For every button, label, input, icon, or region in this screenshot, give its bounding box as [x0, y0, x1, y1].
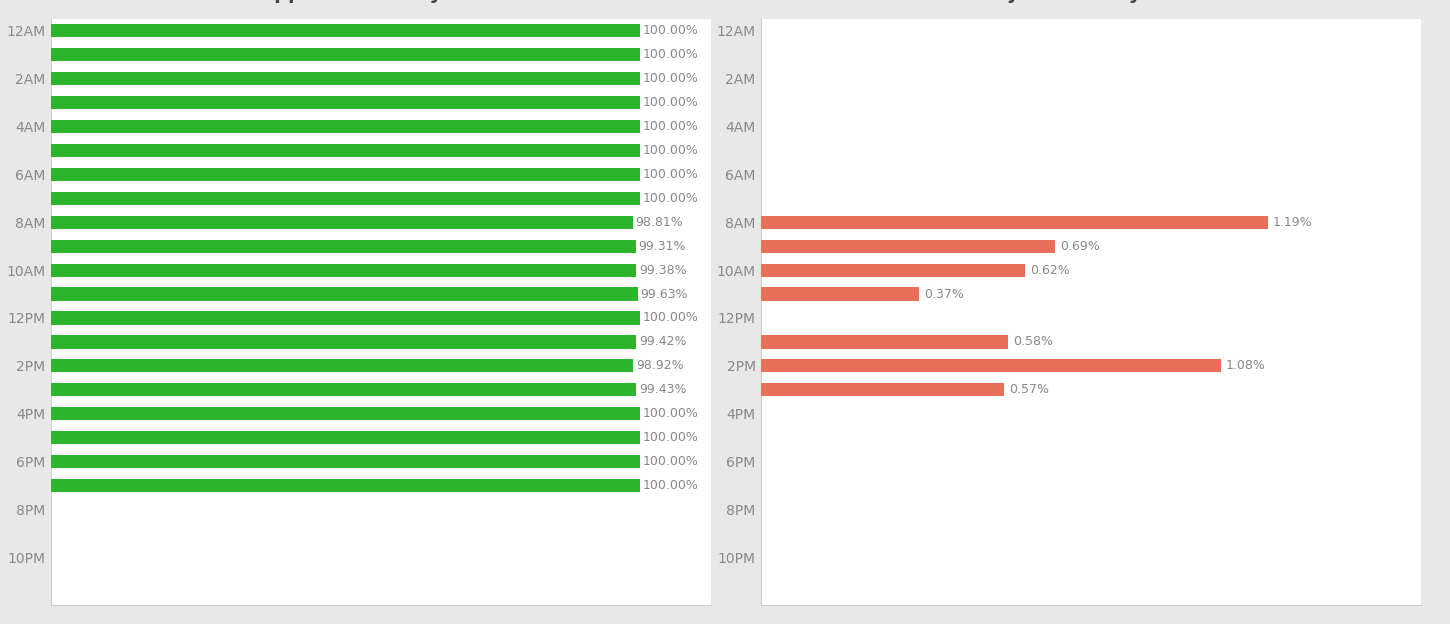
Text: 100.00%: 100.00%: [642, 168, 699, 181]
Title: Reject Rate by Hour: Reject Rate by Hour: [982, 0, 1201, 3]
Bar: [51, 455, 639, 468]
Bar: [51, 311, 639, 324]
Text: 0.69%: 0.69%: [1060, 240, 1099, 253]
Text: 100.00%: 100.00%: [642, 48, 699, 61]
Text: 99.38%: 99.38%: [639, 263, 687, 276]
Bar: [761, 288, 919, 301]
Text: 1.08%: 1.08%: [1227, 359, 1266, 373]
Text: 100.00%: 100.00%: [642, 72, 699, 85]
Text: 100.00%: 100.00%: [642, 144, 699, 157]
Bar: [761, 216, 1267, 229]
Text: 98.81%: 98.81%: [635, 216, 683, 229]
Text: 100.00%: 100.00%: [642, 431, 699, 444]
Bar: [51, 383, 637, 396]
Text: 100.00%: 100.00%: [642, 311, 699, 324]
Bar: [51, 96, 639, 109]
Bar: [51, 335, 637, 349]
Text: 99.63%: 99.63%: [641, 288, 689, 301]
Bar: [761, 240, 1056, 253]
Bar: [51, 192, 639, 205]
Bar: [51, 240, 635, 253]
Text: 0.57%: 0.57%: [1009, 383, 1048, 396]
Text: 99.42%: 99.42%: [639, 336, 687, 348]
Text: 100.00%: 100.00%: [642, 24, 699, 37]
Text: 100.00%: 100.00%: [642, 407, 699, 420]
Text: 0.58%: 0.58%: [1014, 336, 1053, 348]
Text: 100.00%: 100.00%: [642, 96, 699, 109]
Text: 100.00%: 100.00%: [642, 455, 699, 468]
Text: 99.43%: 99.43%: [639, 383, 687, 396]
Text: 0.37%: 0.37%: [924, 288, 964, 301]
Bar: [761, 359, 1221, 373]
Bar: [761, 263, 1025, 276]
Bar: [51, 263, 637, 276]
Bar: [51, 288, 638, 301]
Text: 99.31%: 99.31%: [638, 240, 686, 253]
Bar: [51, 359, 634, 373]
Bar: [51, 168, 639, 181]
Text: 100.00%: 100.00%: [642, 192, 699, 205]
Bar: [51, 479, 639, 492]
Bar: [51, 216, 632, 229]
Bar: [761, 335, 1008, 349]
Text: 100.00%: 100.00%: [642, 479, 699, 492]
Bar: [51, 24, 639, 37]
Bar: [51, 407, 639, 421]
Bar: [51, 48, 639, 61]
Bar: [761, 383, 1003, 396]
Bar: [51, 431, 639, 444]
Bar: [51, 72, 639, 85]
Text: 1.19%: 1.19%: [1273, 216, 1312, 229]
Bar: [51, 144, 639, 157]
Text: 100.00%: 100.00%: [642, 120, 699, 133]
Text: 0.62%: 0.62%: [1031, 263, 1070, 276]
Bar: [51, 120, 639, 133]
Text: 98.92%: 98.92%: [637, 359, 684, 373]
Title: Approve Rate by Hour: Approve Rate by Hour: [260, 0, 502, 3]
